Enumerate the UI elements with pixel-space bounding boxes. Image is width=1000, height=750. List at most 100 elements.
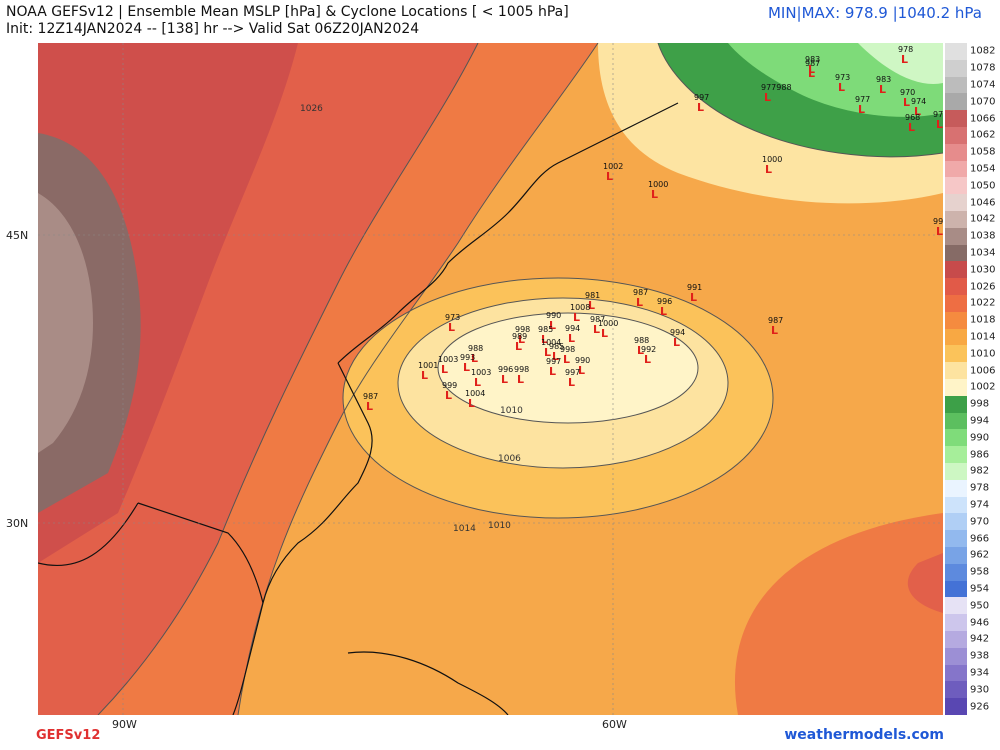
low-symbol: L [936, 118, 943, 131]
cyclone-pressure: 998 [560, 345, 575, 354]
isobar-998 [657, 43, 943, 158]
cyclone-pressure: 997 [565, 368, 580, 377]
cyclone-pressure: 1003 [438, 355, 458, 364]
low-symbol: L [518, 333, 525, 346]
low-symbol: L [468, 397, 475, 410]
colorbar-label: 958 [970, 566, 990, 578]
cuba-coast [347, 651, 509, 715]
isobar-label: 1010 [500, 406, 523, 416]
lat-label-30n: 30N [6, 517, 29, 530]
isobar-1006 [437, 312, 699, 424]
low-symbol: L [601, 327, 608, 340]
colorbar-label: 934 [970, 667, 990, 679]
colorbar-label: 970 [970, 516, 990, 528]
colorbar-label: 966 [970, 533, 990, 545]
colorbar-label: 998 [970, 398, 990, 410]
coastline-northeast [337, 102, 679, 364]
cyclone-pressure: 991 [687, 283, 702, 292]
low-symbol: L [445, 389, 452, 402]
cyclone-pressure: 974 [911, 97, 926, 106]
min-max-pressure: MIN|MAX: 978.9 |1040.2 hPa [767, 4, 982, 22]
low-symbol: L [474, 376, 481, 389]
colorbar-label: 1074 [970, 79, 996, 91]
low-symbol: L [697, 101, 704, 114]
cyclone-pressure: 978 [898, 45, 913, 54]
colorbar-label: 1058 [970, 146, 996, 158]
colorbar-swatch [945, 177, 967, 195]
colorbar-label: 1054 [970, 163, 996, 175]
low-symbol: L [914, 105, 921, 118]
band-1038 [38, 193, 93, 453]
colorbar-label: 978 [970, 482, 990, 494]
lon-label-90w: 90W [112, 718, 137, 731]
low-symbol: L [673, 336, 680, 349]
colorbar-swatch [945, 311, 967, 330]
low-symbol: L [593, 323, 600, 336]
colorbar-swatch [945, 362, 967, 380]
colorbar-label: 974 [970, 499, 990, 511]
isobar-1014 [342, 277, 774, 519]
isobar-1010 [397, 297, 729, 469]
gulf-coast-west [38, 502, 139, 567]
colorbar-swatch [945, 614, 967, 632]
cyclone-pressure: 1000 [598, 319, 618, 328]
cyclone-pressure: 999 [442, 381, 457, 390]
low-symbol: L [606, 170, 613, 183]
cyclone-pressure: 1004 [541, 338, 561, 347]
colorbar-label: 994 [970, 415, 990, 427]
lon-label-60w: 60W [602, 718, 627, 731]
band-1026-south [907, 553, 943, 613]
colorbar-label: 950 [970, 600, 990, 612]
colorbar-swatch [945, 631, 967, 649]
cyclone-pressure: 973 [835, 73, 850, 82]
cyclone-pressure: 985 [538, 325, 553, 334]
low-symbol: L [901, 53, 908, 66]
low-symbol: L [808, 63, 815, 76]
colorbar-swatch [945, 110, 967, 128]
contour-labels: 1026 1010 1006 1010 1014 [300, 104, 523, 534]
init-valid-time: Init: 12Z14JAN2024 -- [138] hr --> Valid… [6, 21, 420, 37]
cyclone-pressure: 989 [512, 332, 527, 341]
colorbar-swatch [945, 513, 967, 531]
cyclone-pressure: 977 [855, 95, 870, 104]
cyclone-pressure: 983 [805, 55, 820, 64]
low-symbol: L [573, 311, 580, 324]
colorbar-swatch [945, 496, 967, 514]
colorbar-label: 1046 [970, 197, 996, 209]
colorbar-swatch [945, 530, 967, 548]
colorbar-swatch [945, 395, 967, 414]
site-credit[interactable]: weathermodels.com [784, 727, 944, 743]
low-symbol: L [771, 324, 778, 337]
low-symbol: L [690, 291, 697, 304]
low-symbol: L [549, 319, 556, 332]
low-symbol: L [563, 353, 570, 366]
cyclone-pressure: 973 [445, 313, 460, 322]
low-symbol: L [471, 352, 478, 365]
low-symbol: L [366, 400, 373, 413]
cyclone-pressure: 977988 [761, 83, 792, 92]
colorbar-label: 1050 [970, 180, 996, 192]
model-name: GEFSv12 [36, 728, 101, 743]
low-symbol: L [764, 91, 771, 104]
cyclone-pressure: 1001 [418, 361, 438, 370]
cyclone-pressure: 973 [933, 110, 943, 119]
